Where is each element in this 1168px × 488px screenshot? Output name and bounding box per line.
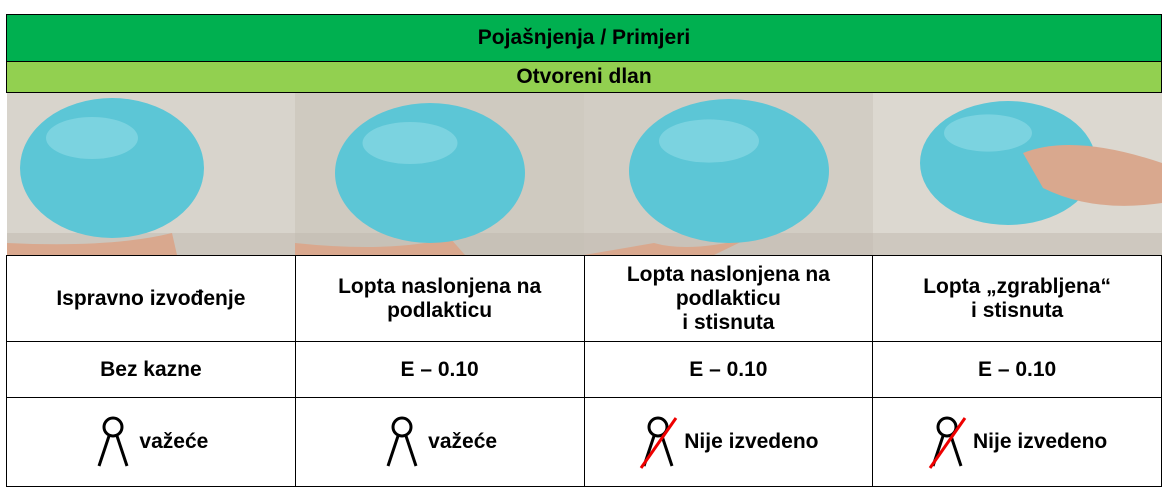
description-line: Ispravno izvođenje (56, 286, 246, 310)
penalty-cell: E – 0.10 (872, 341, 1162, 398)
status-cell: važeće (6, 397, 296, 487)
description-line: i stisnuta (971, 298, 1064, 322)
photo-cell (295, 93, 585, 256)
penalty-cell: Bez kazne (6, 341, 296, 398)
status-text: Nije izvedeno (973, 430, 1108, 453)
description-line: Lopta naslonjena na (626, 262, 830, 286)
photo-cell (872, 93, 1162, 256)
photo (6, 93, 296, 255)
description-cell: Lopta naslonjena na podlakticu i stisnuta (583, 255, 874, 342)
description-line: podlakticu (675, 286, 781, 310)
description-cell: Ispravno izvođenje (6, 255, 296, 342)
status-text: važeće (428, 430, 498, 453)
photo (872, 93, 1162, 255)
status-wrap: Nije izvedeno (585, 414, 873, 470)
photo (295, 93, 585, 255)
table-title: Pojašnjenja / Primjeri (6, 14, 1162, 62)
description-cell: Lopta „zgrabljena“ i stisnuta (872, 255, 1162, 342)
explanation-table: Pojašnjenja / Primjeri Otvoreni dlan Isp… (6, 14, 1162, 487)
status-icon (97, 416, 129, 467)
description-line: i stisnuta (682, 310, 775, 334)
status-text: važeće (139, 430, 209, 453)
status-wrap: važeće (296, 414, 584, 470)
status-wrap: važeće (7, 414, 295, 470)
status-icon (386, 416, 418, 467)
status-text: Nije izvedeno (684, 430, 819, 453)
status-cell: Nije izvedeno (583, 397, 874, 487)
description-cell: Lopta naslonjena na podlakticu (294, 255, 585, 342)
penalty-cell: E – 0.10 (583, 341, 874, 398)
photo-cell (584, 93, 873, 256)
table-subtitle: Otvoreni dlan (6, 61, 1162, 93)
description-line: Lopta „zgrabljena“ (923, 274, 1112, 298)
penalty-cell: E – 0.10 (294, 341, 585, 398)
status-cell: Nije izvedeno (872, 397, 1162, 487)
photo-cell (6, 93, 296, 256)
status-wrap: Nije izvedeno (873, 414, 1161, 470)
status-icon (928, 416, 967, 469)
description-line: podlakticu (387, 298, 493, 322)
photo (584, 93, 873, 255)
status-icon (640, 416, 678, 469)
status-cell: važeće (294, 397, 585, 487)
description-line: Lopta naslonjena na (338, 274, 542, 298)
